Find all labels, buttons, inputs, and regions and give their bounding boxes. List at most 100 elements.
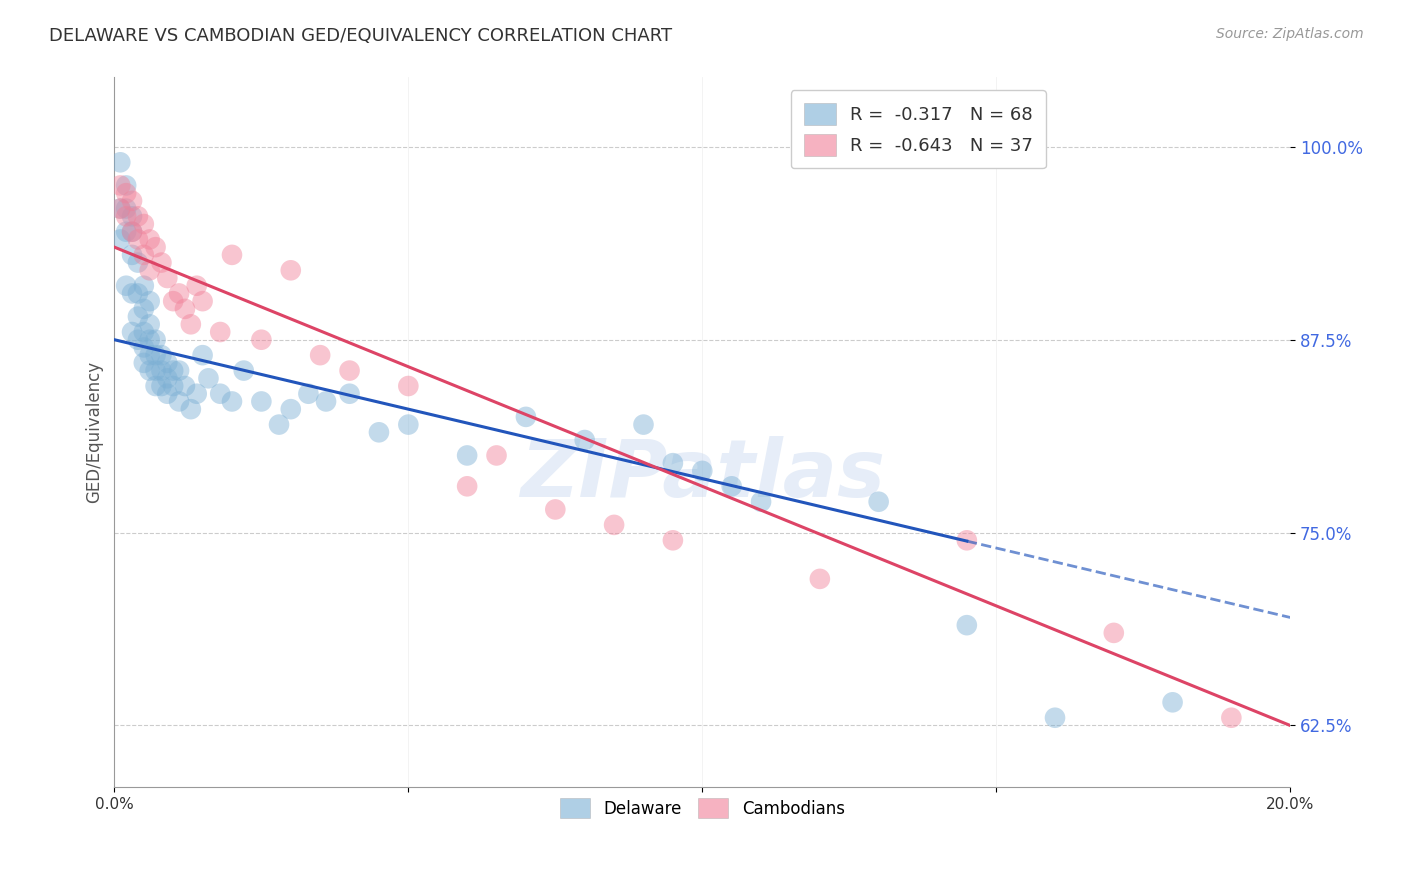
Point (162, 379, 184, 393)
Point (456, 449, 478, 463)
Point (110, 232, 132, 246)
Point (121, 209, 143, 223)
Point (150, 348, 173, 362)
Point (121, 225, 143, 239)
Point (186, 278, 208, 293)
Point (808, 572, 831, 586)
Point (280, 263, 302, 277)
Y-axis label: GED/Equivalency: GED/Equivalency (86, 361, 103, 503)
Point (132, 217, 155, 231)
Point (186, 386, 208, 401)
Point (132, 248, 155, 262)
Point (110, 178, 132, 193)
Point (115, 202, 138, 216)
Point (544, 502, 567, 516)
Point (162, 363, 184, 377)
Point (145, 363, 167, 377)
Point (749, 494, 772, 508)
Point (121, 225, 143, 239)
Point (162, 294, 184, 309)
Point (145, 333, 167, 347)
Point (156, 271, 179, 285)
Point (138, 294, 160, 309)
Point (456, 479, 478, 493)
Point (174, 379, 197, 393)
Point (132, 356, 155, 370)
Point (138, 348, 160, 362)
Point (145, 348, 167, 362)
Point (132, 341, 155, 355)
Point (180, 318, 202, 332)
Point (485, 449, 508, 463)
Point (150, 255, 173, 269)
Point (138, 318, 160, 332)
Text: Source: ZipAtlas.com: Source: ZipAtlas.com (1216, 27, 1364, 41)
Point (145, 379, 167, 393)
Point (167, 286, 190, 301)
Point (174, 301, 197, 316)
Point (209, 325, 232, 339)
Point (191, 294, 214, 309)
Point (633, 417, 655, 432)
Point (132, 278, 155, 293)
Point (297, 386, 319, 401)
Point (127, 310, 149, 324)
Point (156, 371, 179, 385)
Point (145, 240, 167, 254)
Point (1043, 711, 1066, 725)
Point (515, 409, 537, 424)
Point (110, 155, 132, 169)
Point (110, 202, 132, 216)
Point (339, 386, 361, 401)
Point (339, 363, 361, 377)
Point (180, 402, 202, 417)
Text: DELAWARE VS CAMBODIAN GED/EQUIVALENCY CORRELATION CHART: DELAWARE VS CAMBODIAN GED/EQUIVALENCY CO… (49, 27, 672, 45)
Point (138, 333, 160, 347)
Point (662, 533, 685, 548)
Point (396, 379, 419, 393)
Point (209, 386, 232, 401)
Point (250, 333, 273, 347)
Point (115, 178, 138, 193)
Point (956, 618, 979, 632)
Point (221, 248, 243, 262)
Point (396, 417, 419, 432)
Point (121, 286, 143, 301)
Point (115, 209, 138, 223)
Point (121, 325, 143, 339)
Point (150, 379, 173, 393)
Point (690, 464, 713, 478)
Point (1161, 695, 1184, 709)
Point (127, 232, 149, 246)
Point (603, 517, 626, 532)
Point (267, 417, 290, 432)
Point (121, 194, 143, 208)
Point (309, 348, 332, 362)
Legend: Delaware, Cambodians: Delaware, Cambodians (554, 791, 851, 825)
Point (167, 394, 190, 409)
Point (127, 209, 149, 223)
Point (1220, 711, 1243, 725)
Point (150, 363, 173, 377)
Point (138, 363, 160, 377)
Point (132, 325, 155, 339)
Point (132, 301, 155, 316)
Point (662, 456, 685, 470)
Point (868, 494, 890, 508)
Point (574, 433, 596, 447)
Point (127, 333, 149, 347)
Point (115, 225, 138, 239)
Point (250, 394, 273, 409)
Point (138, 263, 160, 277)
Point (167, 363, 190, 377)
Point (138, 232, 160, 246)
Point (197, 371, 219, 385)
Point (115, 186, 138, 201)
Point (191, 348, 214, 362)
Point (156, 386, 179, 401)
Point (110, 202, 132, 216)
Point (127, 255, 149, 269)
Point (221, 394, 243, 409)
Point (720, 479, 742, 493)
Point (121, 248, 143, 262)
